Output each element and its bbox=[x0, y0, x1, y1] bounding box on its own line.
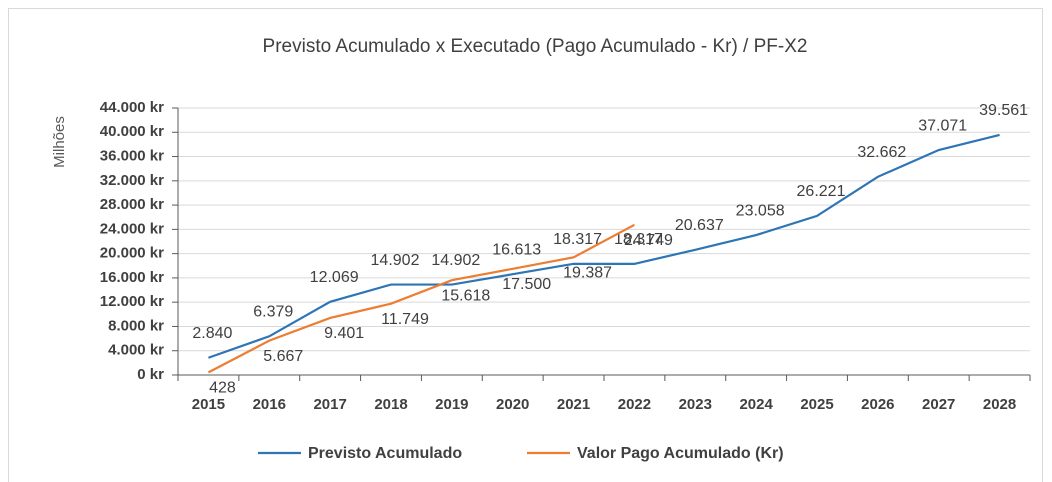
data-label: 24.749 bbox=[624, 232, 673, 249]
x-tick-label: 2026 bbox=[861, 396, 894, 413]
x-tick-label: 2015 bbox=[192, 396, 225, 413]
series-line bbox=[207, 223, 635, 374]
y-tick-label: 0 kr bbox=[137, 366, 164, 383]
data-label: 428 bbox=[209, 380, 236, 397]
data-label: 11.749 bbox=[381, 311, 429, 328]
data-label: 16.613 bbox=[492, 241, 541, 258]
x-tick-label: 2021 bbox=[557, 396, 590, 413]
data-label: 17.500 bbox=[502, 276, 551, 293]
legend-label: Previsto Acumulado bbox=[308, 445, 462, 462]
series-line bbox=[208, 133, 1000, 359]
data-label: 23.058 bbox=[736, 202, 785, 219]
y-tick-label: 16.000 kr bbox=[100, 269, 164, 286]
chart-frame bbox=[8, 8, 1043, 482]
y-tick-label: 4.000 kr bbox=[108, 342, 164, 359]
x-tick-label: 2024 bbox=[739, 396, 773, 413]
x-tick-label: 2025 bbox=[800, 396, 833, 413]
y-tick-label: 8.000 kr bbox=[108, 317, 164, 334]
x-tick-label: 2022 bbox=[618, 396, 651, 413]
data-label: 26.221 bbox=[797, 183, 846, 200]
x-tick-label: 2023 bbox=[679, 396, 712, 413]
x-tick-label: 2019 bbox=[435, 396, 468, 413]
y-tick-label: 28.000 kr bbox=[100, 196, 164, 213]
x-tick-label: 2020 bbox=[496, 396, 529, 413]
y-tick-label: 12.000 kr bbox=[100, 293, 164, 310]
data-label: 9.401 bbox=[324, 325, 364, 342]
y-axis-label: Milhões bbox=[51, 116, 68, 168]
y-tick-label: 44.000 kr bbox=[100, 99, 164, 116]
data-label: 12.069 bbox=[310, 269, 359, 286]
y-tick-label: 40.000 kr bbox=[100, 123, 164, 140]
data-label: 14.902 bbox=[371, 252, 420, 269]
x-tick-label: 2017 bbox=[313, 396, 346, 413]
y-tick-label: 24.000 kr bbox=[100, 220, 164, 237]
data-label: 14.902 bbox=[431, 252, 480, 269]
y-tick-label: 20.000 kr bbox=[100, 245, 164, 262]
y-tick-label: 32.000 kr bbox=[100, 172, 164, 189]
data-label: 18.317 bbox=[553, 231, 602, 248]
data-label: 2.840 bbox=[192, 325, 232, 342]
chart-title: Previsto Acumulado x Executado (Pago Acu… bbox=[263, 36, 808, 57]
data-label: 6.379 bbox=[253, 304, 293, 321]
x-tick-label: 2016 bbox=[253, 396, 286, 413]
data-label: 15.618 bbox=[441, 287, 490, 304]
data-label: 32.662 bbox=[857, 144, 906, 161]
data-label: 5.667 bbox=[263, 348, 303, 365]
data-label: 19.387 bbox=[563, 265, 612, 282]
x-tick-label: 2028 bbox=[983, 396, 1016, 413]
data-label: 18.317 bbox=[614, 231, 663, 248]
y-tick-label: 36.000 kr bbox=[100, 148, 164, 165]
data-label: 20.637 bbox=[675, 217, 724, 234]
x-tick-label: 2018 bbox=[374, 396, 407, 413]
data-label: 37.071 bbox=[918, 117, 967, 134]
legend-label: Valor Pago Acumulado (Kr) bbox=[577, 445, 784, 462]
x-tick-label: 2027 bbox=[922, 396, 955, 413]
data-label: 39.561 bbox=[979, 102, 1028, 119]
